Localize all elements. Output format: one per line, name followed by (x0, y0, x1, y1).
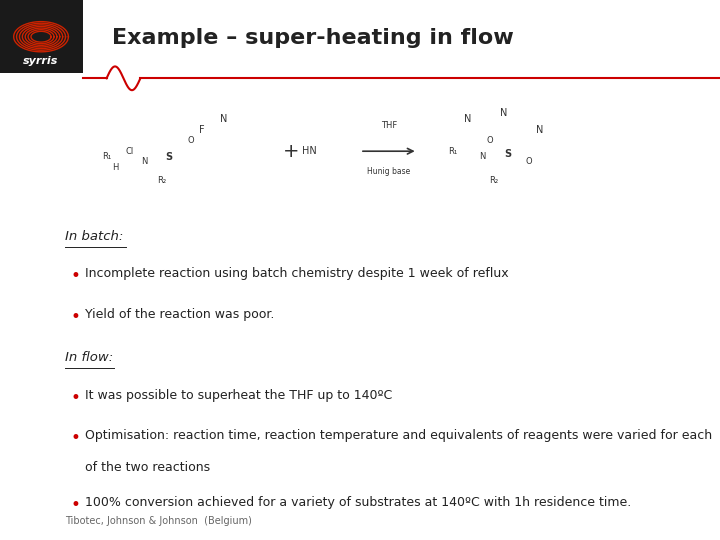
Text: N: N (480, 152, 485, 161)
Text: Example – super-heating in flow: Example – super-heating in flow (112, 28, 513, 48)
Text: •: • (71, 496, 81, 514)
Text: •: • (71, 389, 81, 407)
Text: N: N (464, 114, 472, 124)
Text: S: S (166, 152, 173, 161)
Text: HN: HN (302, 146, 317, 156)
Text: syrris: syrris (23, 56, 59, 66)
Text: In flow:: In flow: (65, 351, 113, 364)
Text: Incomplete reaction using batch chemistry despite 1 week of reflux: Incomplete reaction using batch chemistr… (85, 267, 508, 280)
Text: •: • (71, 308, 81, 326)
Text: N: N (141, 158, 147, 166)
Text: O: O (486, 136, 493, 145)
Text: R₂: R₂ (158, 177, 166, 185)
Text: N: N (500, 109, 508, 118)
Text: Cl: Cl (125, 147, 134, 156)
Text: R₁: R₁ (448, 147, 457, 156)
Text: Yield of the reaction was poor.: Yield of the reaction was poor. (85, 308, 274, 321)
Text: In batch:: In batch: (65, 230, 123, 242)
Text: R₁: R₁ (102, 152, 112, 161)
Text: THF: THF (381, 120, 397, 130)
Text: N: N (536, 125, 544, 134)
Text: Hunig base: Hunig base (367, 167, 410, 177)
Text: •: • (71, 429, 81, 447)
Text: F: F (199, 125, 204, 134)
Text: O: O (526, 158, 533, 166)
Text: +: + (284, 141, 300, 161)
Text: O: O (187, 136, 194, 145)
Text: 100% conversion achieved for a variety of substrates at 140ºC with 1h residence : 100% conversion achieved for a variety o… (85, 496, 631, 509)
Text: Optimisation: reaction time, reaction temperature and equivalents of reagents we: Optimisation: reaction time, reaction te… (85, 429, 712, 442)
Text: R₂: R₂ (489, 177, 498, 185)
Text: N: N (220, 114, 227, 124)
Text: of the two reactions: of the two reactions (85, 461, 210, 474)
Text: Tibotec, Johnson & Johnson  (Belgium): Tibotec, Johnson & Johnson (Belgium) (65, 516, 252, 526)
Text: H: H (112, 163, 118, 172)
Text: It was possible to superheat the THF up to 140ºC: It was possible to superheat the THF up … (85, 389, 392, 402)
Text: S: S (504, 149, 511, 159)
Text: •: • (71, 267, 81, 285)
FancyBboxPatch shape (0, 0, 83, 73)
